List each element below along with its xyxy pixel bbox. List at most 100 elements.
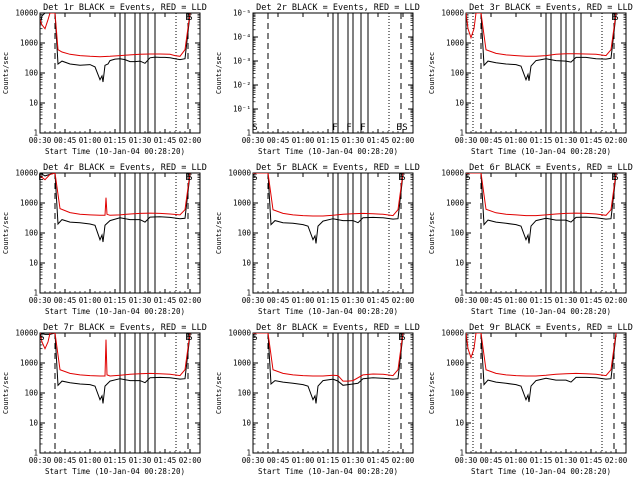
y-axis-label: Counts/sec <box>2 212 10 254</box>
x-tick-label: 00:30 <box>455 456 478 465</box>
x-tick-label: 01:30 <box>342 136 365 145</box>
x-tick-label: 00:45 <box>54 296 77 305</box>
x-axis-label: Start Time (10-Jan-04 00:28:20) <box>471 147 611 156</box>
y-tick-label: 1000 <box>446 359 465 368</box>
x-tick-label: 01:00 <box>505 296 528 305</box>
x-axis-label: Start Time (10-Jan-04 00:28:20) <box>471 467 611 476</box>
x-axis-label: Start Time (10-Jan-04 00:28:20) <box>45 307 185 316</box>
x-tick-label: 01:15 <box>530 296 553 305</box>
y-tick-label: 1000 <box>20 199 39 208</box>
x-tick-label: 01:15 <box>317 456 340 465</box>
y-tick-label: 1 <box>33 289 38 298</box>
series-lld-line <box>466 13 617 57</box>
x-tick-label: 01:30 <box>342 296 365 305</box>
y-tick-label: 1000 <box>233 199 252 208</box>
chart-panel-4: Det 4r BLACK = Events, RED = LLD Counts/s… <box>0 160 213 320</box>
chart-panel-2: Det 2r BLACK = Events, RED = LLD Counts/s… <box>213 0 426 160</box>
y-tick-label: 10 <box>455 419 465 428</box>
flag-letter: S <box>252 333 257 343</box>
y-tick-label: 1 <box>33 129 38 138</box>
y-tick-label: 10 <box>455 99 465 108</box>
x-tick-label: 00:30 <box>242 456 265 465</box>
chart-svg: Det 4r BLACK = Events, RED = LLD Counts/s… <box>2 163 207 316</box>
x-tick-label: 01:45 <box>154 136 177 145</box>
y-tick-label: 10 <box>29 99 39 108</box>
x-tick-label: 01:00 <box>505 136 528 145</box>
chart-panel-5: Det 5r BLACK = Events, RED = LLD Counts/s… <box>213 160 426 320</box>
chart-panel-9: Det 9r BLACK = Events, RED = LLD Counts/s… <box>426 320 639 480</box>
x-tick-label: 00:30 <box>29 296 52 305</box>
chart-title: Det 9r BLACK = Events, RED = LLD <box>469 323 633 333</box>
y-tick-label: 100 <box>24 69 38 78</box>
y-tick-label: 10 <box>455 259 465 268</box>
x-tick-label: 00:30 <box>29 456 52 465</box>
chart-title: Det 4r BLACK = Events, RED = LLD <box>43 163 207 173</box>
x-tick-label: 01:15 <box>104 296 127 305</box>
flag-letter: S <box>187 333 192 343</box>
x-tick-label: 02:00 <box>392 136 415 145</box>
y-tick-label: 10⁻³ <box>233 57 251 66</box>
x-tick-label: 02:00 <box>605 456 628 465</box>
y-tick-label: 1 <box>459 289 464 298</box>
x-tick-label: 01:30 <box>555 456 578 465</box>
y-tick-label: 10⁻⁴ <box>233 33 251 42</box>
y-tick-label: 10000 <box>441 329 464 338</box>
y-tick-label: 10⁻² <box>233 81 251 90</box>
chart-panel-3: Det 3r BLACK = Events, RED = LLD Counts/s… <box>426 0 639 160</box>
y-axis-label: Counts/sec <box>215 212 223 254</box>
x-tick-label: 00:45 <box>267 136 290 145</box>
y-axis-label: Counts/sec <box>2 372 10 414</box>
x-tick-label: 02:00 <box>392 456 415 465</box>
y-tick-label: 100 <box>24 229 38 238</box>
chart-title: Det 5r BLACK = Events, RED = LLD <box>256 163 420 173</box>
chart-title: Det 1r BLACK = Events, RED = LLD <box>43 3 207 13</box>
y-tick-label: 10000 <box>441 169 464 178</box>
flag-letter: S <box>252 123 257 133</box>
flag-letter: E <box>398 333 403 343</box>
y-tick-label: 1 <box>33 449 38 458</box>
flag-letter: E <box>611 173 616 183</box>
flag-letter: E <box>396 123 401 133</box>
x-tick-label: 01:15 <box>317 296 340 305</box>
flag-letter: S <box>400 173 405 183</box>
x-tick-label: 01:30 <box>342 456 365 465</box>
x-tick-label: 01:30 <box>129 296 152 305</box>
x-tick-label: 01:15 <box>530 136 553 145</box>
y-tick-label: 10000 <box>228 169 251 178</box>
flag-letter: S <box>187 13 192 23</box>
flag-letter: S <box>402 123 407 133</box>
series-events-line <box>466 173 617 244</box>
flag-letter: S <box>400 333 405 343</box>
y-tick-label: 1 <box>459 129 464 138</box>
x-tick-label: 00:45 <box>54 456 77 465</box>
x-tick-label: 01:45 <box>154 456 177 465</box>
x-tick-label: 02:00 <box>179 296 202 305</box>
chart-svg: Det 5r BLACK = Events, RED = LLD Counts/s… <box>215 163 420 316</box>
x-tick-label: 01:00 <box>79 296 102 305</box>
x-tick-label: 00:30 <box>455 296 478 305</box>
chart-title: Det 2r BLACK = Events, RED = LLD <box>256 3 420 13</box>
chart-title: Det 8r BLACK = Events, RED = LLD <box>256 323 420 333</box>
y-tick-label: 100 <box>450 389 464 398</box>
x-tick-label: 00:45 <box>480 136 503 145</box>
y-axis-label: Counts/sec <box>2 52 10 94</box>
flag-letter: F <box>346 123 351 133</box>
x-tick-label: 01:45 <box>367 296 390 305</box>
y-axis-label: Counts/sec <box>215 372 223 414</box>
flag-letter: S <box>465 173 470 183</box>
y-tick-label: 100 <box>237 389 251 398</box>
x-tick-label: 00:45 <box>267 456 290 465</box>
flag-letter: E <box>398 173 403 183</box>
y-tick-label: 1000 <box>233 359 252 368</box>
y-axis-label: Counts/sec <box>428 372 436 414</box>
x-axis-label: Start Time (10-Jan-04 00:28:20) <box>258 467 398 476</box>
series-lld-line <box>40 13 191 58</box>
y-tick-label: 10000 <box>15 9 38 18</box>
series-events-line <box>253 333 404 404</box>
x-tick-label: 01:45 <box>367 136 390 145</box>
y-tick-label: 1000 <box>20 39 39 48</box>
x-tick-label: 01:45 <box>580 296 603 305</box>
chart-svg: Det 2r BLACK = Events, RED = LLD Counts/s… <box>215 3 420 156</box>
x-axis-label: Start Time (10-Jan-04 00:28:20) <box>258 147 398 156</box>
